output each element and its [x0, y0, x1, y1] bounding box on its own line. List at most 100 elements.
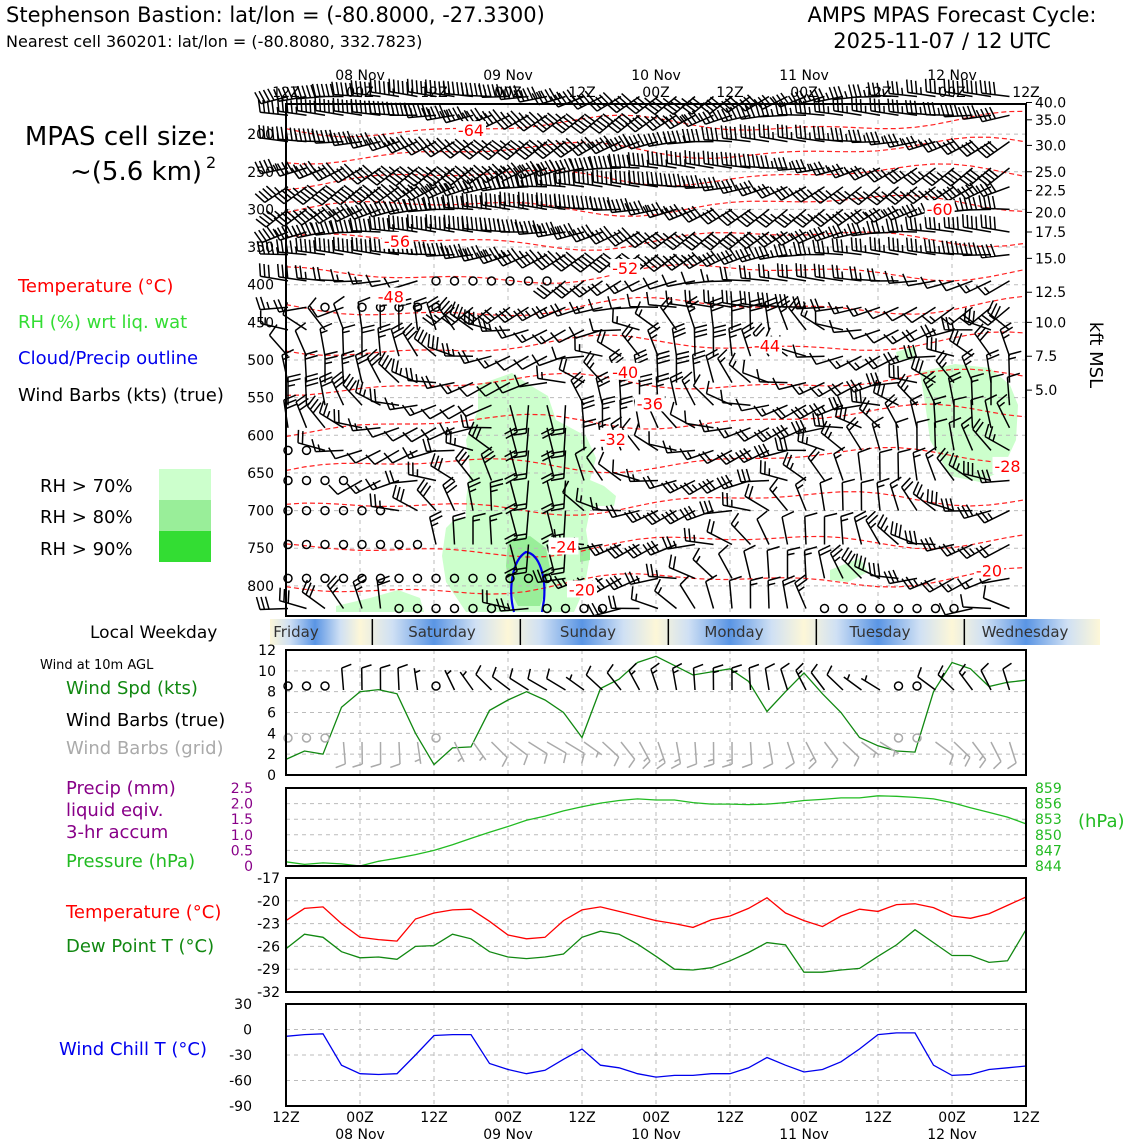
wind-barb	[425, 214, 455, 233]
wind-barb	[758, 123, 788, 143]
wind-barb	[661, 479, 696, 494]
wind-barb	[865, 510, 881, 545]
wind-barb	[422, 165, 455, 187]
calm-circle	[930, 603, 941, 614]
kft-axis: 40.0 35.0 30.0 25.0 22.5 20.0 17.5 15.0 12.5 10.0…	[1026, 95, 1066, 399]
precip-tick-label: 1.0	[231, 828, 253, 844]
calm-circle	[449, 573, 460, 584]
wind-barb	[809, 88, 844, 103]
wind-barb	[923, 238, 955, 256]
wind-barb-grid	[509, 741, 529, 766]
wind-barb	[978, 195, 1010, 211]
bottom-date-tick-label: 11 Nov	[779, 1127, 829, 1140]
temperature-contour-label: -32	[600, 430, 626, 449]
wind-barb	[736, 468, 770, 483]
wind-barb	[957, 182, 992, 200]
upper-air-grid	[286, 104, 1026, 616]
wind-barb	[329, 219, 363, 234]
wind-barb	[810, 186, 844, 204]
wind-barb	[633, 422, 659, 452]
wind-barb	[841, 478, 855, 511]
legend-temperature: Temperature (°C)	[17, 276, 173, 297]
wind-barb	[959, 594, 992, 610]
top-hour-tick-label: 00Z	[346, 85, 373, 101]
wind-barb	[318, 371, 334, 406]
wind-barb	[467, 477, 481, 511]
wind-barb	[661, 536, 696, 550]
wind-barb-true	[650, 662, 660, 691]
wind-barb	[662, 440, 696, 454]
contour-label-bg	[610, 362, 641, 380]
top-date-tick-label: 08 Nov	[335, 68, 385, 84]
wind-barb-grid	[638, 741, 651, 770]
wind-barb-grid	[953, 741, 971, 767]
wind-barb	[681, 174, 714, 190]
wind-barb	[753, 427, 788, 443]
contour-label-bg	[992, 456, 1023, 474]
legend-rh80: RH > 80%	[40, 507, 133, 528]
wind-barb	[897, 448, 911, 481]
wind-barb	[910, 355, 936, 384]
wind-barb	[422, 242, 455, 257]
temperature-contour-label: -20	[976, 562, 1002, 581]
wind-barb	[278, 587, 307, 610]
wind-barb	[675, 350, 690, 383]
pressure-tick-label: 750	[247, 541, 274, 557]
wind-barb	[933, 418, 948, 451]
wind-barb	[938, 137, 973, 156]
wind-barb	[850, 237, 881, 256]
wind-barb	[365, 274, 400, 288]
wind-barb	[504, 450, 518, 485]
windspd-tick-label: 4	[267, 726, 276, 742]
wind-barb	[702, 289, 733, 309]
calm-circle	[505, 276, 515, 286]
wind-barb	[847, 129, 881, 144]
cell-size-exponent: 2	[206, 153, 216, 172]
wind-barb	[693, 324, 708, 357]
bottom-hour-tick-label: 12Z	[272, 1110, 299, 1126]
temperature-contour-label: -56	[384, 232, 410, 251]
wind-barb	[812, 412, 844, 429]
wind-barb	[551, 280, 585, 299]
calm-circle	[449, 276, 460, 286]
wind-barb	[513, 86, 548, 103]
calm-circle	[431, 302, 441, 313]
rh70-region-east	[920, 364, 1018, 482]
wind-barb	[889, 476, 902, 511]
wind-barb	[705, 348, 720, 383]
wind-barb	[972, 418, 992, 451]
wind-barb	[699, 231, 733, 251]
weekday-gradient-band	[656, 619, 804, 645]
kft-axis-label: kft MSL	[1085, 322, 1106, 388]
wind-barb-true	[397, 663, 408, 691]
wind-barb	[642, 540, 677, 556]
wind-barb	[513, 329, 548, 344]
wind-barb-grid	[583, 741, 603, 758]
temperature-panel: -32 -29 -26 -23 -20 -17	[257, 871, 1027, 1001]
wind-barb-grid	[352, 741, 364, 768]
wind-barb	[976, 140, 1010, 159]
wind-barb	[489, 478, 504, 511]
wind-barb	[458, 139, 492, 160]
wind-barb-grid	[601, 741, 620, 767]
wind-barb	[630, 586, 659, 610]
wind-barb	[882, 351, 918, 366]
pressure-tick-label: 300	[247, 202, 274, 218]
wind-barb	[422, 306, 455, 326]
kft-tick-label: 35.0	[1035, 113, 1066, 129]
temperature-contour-label: -24	[550, 537, 576, 556]
panel-frame	[285, 1003, 1027, 1107]
wind-barb-true	[937, 665, 955, 691]
calm-circle	[338, 475, 349, 486]
wind-barb	[383, 427, 418, 442]
wind-barb-true	[980, 662, 992, 691]
wind-barb	[716, 449, 751, 465]
wind-barb	[956, 577, 992, 590]
wind-barb	[294, 265, 326, 282]
wind-barb	[517, 191, 548, 211]
wind-barb	[588, 155, 622, 170]
calm-circle	[301, 539, 312, 550]
wind-barb	[904, 216, 936, 233]
wind-barb	[443, 214, 474, 233]
wind-barb	[452, 512, 466, 545]
